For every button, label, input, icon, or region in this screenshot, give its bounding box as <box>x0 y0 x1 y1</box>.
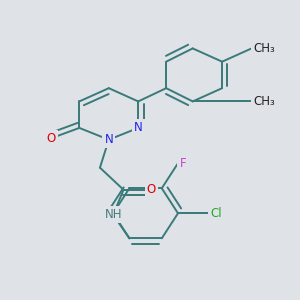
Text: O: O <box>47 132 56 145</box>
Text: CH₃: CH₃ <box>253 42 275 55</box>
Text: CH₃: CH₃ <box>253 95 275 108</box>
Text: NH: NH <box>104 208 122 221</box>
Text: F: F <box>179 157 186 170</box>
Text: O: O <box>147 183 156 196</box>
Text: N: N <box>104 133 113 146</box>
Text: Cl: Cl <box>210 207 222 220</box>
Text: N: N <box>134 122 142 134</box>
